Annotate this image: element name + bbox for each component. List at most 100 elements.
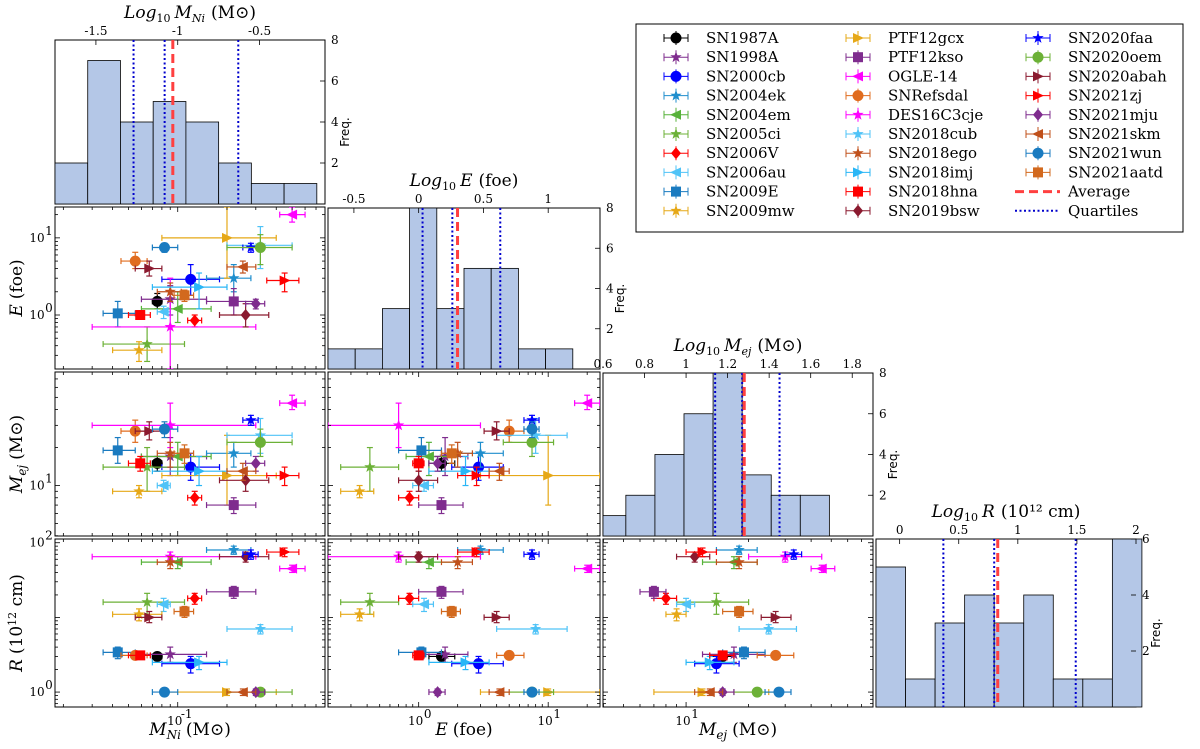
legend-label: SN1987A: [706, 29, 779, 47]
top-tick-label: 0.5: [474, 192, 493, 206]
axis-unit: (M⊙): [186, 720, 231, 740]
data-point-SN2021zj: [266, 547, 300, 558]
marker-SN2020oem: [254, 241, 266, 253]
legend-item-PTF12kso: PTF12kso: [845, 48, 963, 66]
histogram-MNi: -1.5 -1 -0.5 2 4 6 8 Freq. Log10 MNi (M⊙): [54, 3, 352, 205]
marker-OGLE-14: [286, 209, 298, 220]
top-tick-label: 1: [544, 192, 552, 206]
legend-marker: [670, 89, 682, 101]
panel-Mej-vs-E: [327, 371, 601, 537]
right-tick-label: 8: [606, 201, 614, 215]
y-tick-label: 10: [29, 308, 44, 322]
data-point-SN2009E: [722, 646, 766, 660]
marker-SN2009E: [738, 647, 749, 658]
marker-SN2004em: [422, 557, 434, 568]
data-point-SN2021skm: [226, 260, 257, 274]
marker-SN2018imj: [194, 466, 206, 477]
marker-SN2021wun: [526, 686, 538, 698]
data-point-SN2020oem: [226, 428, 293, 458]
marker-SN1987A: [151, 295, 163, 307]
legend-label: OGLE-14: [888, 67, 958, 85]
data-point-SN2009E: [102, 300, 136, 328]
marker-SN2004em: [171, 303, 183, 314]
data-point-SN2018imj: [151, 272, 228, 310]
marker-OGLE-14: [286, 563, 298, 574]
marker-OGLE-14: [581, 398, 593, 409]
panel-points: [328, 394, 600, 515]
data-point-SN2009mw: [112, 341, 163, 363]
data-point-SN2018hna: [127, 310, 151, 320]
marker-SN2004ek: [733, 544, 745, 555]
top-tick-label: 0.8: [635, 357, 654, 371]
data-point-PTF12kso: [639, 585, 667, 599]
data-point-SN2021wun: [151, 421, 179, 439]
marker-SN2004ek: [228, 272, 240, 283]
marker-SN2020faa: [526, 548, 538, 560]
panel-frame: [54, 538, 326, 708]
legend-item-SN1998A: SN1998A: [663, 48, 779, 66]
legend-marker: [1032, 129, 1043, 139]
data-point-SN2021wun: [151, 686, 179, 698]
marker-SN2018hna: [413, 650, 424, 661]
data-point-SN2018ego: [156, 556, 182, 570]
panel-points: [328, 544, 600, 699]
marker-SN1987A: [151, 457, 163, 469]
marker-SN2000cb: [473, 658, 485, 670]
legend-label: SN2006au: [706, 163, 787, 181]
marker-SN2006V: [660, 592, 671, 605]
data-point-SN2000cb: [694, 655, 740, 674]
top-tick-label: 1.8: [843, 357, 862, 371]
top-tick-label: -1.5: [84, 24, 107, 38]
marker-SN2020abah: [144, 426, 156, 437]
marker-SN2009mw: [353, 485, 366, 497]
legend-item-SN2020faa: SN2020faa: [1025, 29, 1153, 47]
right-tick-label: 4: [1142, 588, 1150, 602]
data-point-SN2021zj: [457, 466, 490, 487]
marker-SN2006V: [189, 491, 200, 504]
marker-SN2020faa: [788, 548, 800, 560]
legend-item-SN2018cub: SN2018cub: [845, 125, 977, 143]
y-label-e: E (foe): [7, 259, 27, 317]
data-point-SNRefsdal: [496, 649, 525, 661]
right-tick-label: 8: [879, 366, 887, 380]
freq-label: Freq.: [613, 284, 627, 314]
marker-SN2005ci: [710, 596, 723, 607]
legend-label: SN2009mw: [706, 202, 795, 220]
legend-marker: [853, 52, 863, 63]
marker-SN2009E: [112, 647, 123, 658]
histogram-bar: [964, 594, 995, 708]
right-tick-label: 6: [606, 241, 614, 255]
data-point-SN2020oem: [226, 234, 293, 266]
data-point-SN2006V: [187, 490, 203, 506]
marker-SN2006au: [157, 599, 169, 610]
panel-frame: [327, 538, 601, 708]
x-tick-label: 10: [675, 714, 690, 728]
data-point-OGLE-14: [810, 563, 836, 574]
marker-OGLE-14: [815, 563, 827, 574]
legend-label: SN2018imj: [888, 163, 973, 181]
top-tick-label: 1: [1014, 523, 1022, 537]
marker-SNRefsdal: [770, 649, 782, 661]
right-tick-label: 4: [879, 448, 887, 462]
data-point-SN2018ego: [156, 282, 182, 303]
panel-points: [91, 544, 306, 699]
legend-item-Average: Average: [1015, 183, 1130, 201]
panel-R-vs-E: 10 0 10 1: [327, 538, 601, 728]
marker-SN2020oem: [526, 436, 538, 448]
legend: SN1987ASN1998ASN2000cbSN2004ekSN2004emSN…: [635, 23, 1184, 233]
histogram-bar: [354, 348, 383, 370]
legend-marker: [852, 108, 864, 120]
marker-PTF12kso: [228, 296, 239, 307]
marker-SN2006V: [189, 314, 200, 327]
histogram-bar: [770, 494, 801, 537]
marker-DES16C3cje: [164, 320, 176, 332]
data-point-SN2018ego: [715, 556, 758, 570]
legend-marker: [670, 109, 681, 120]
marker-SN2006au: [680, 599, 692, 610]
marker-PTF12gcx: [221, 470, 233, 481]
title-var: M: [723, 336, 742, 356]
axis-unit-exp: 12: [6, 612, 19, 626]
marker-SN2006au: [157, 306, 169, 317]
histogram-bar: [712, 372, 743, 537]
title-unit: (M⊙): [211, 3, 256, 23]
